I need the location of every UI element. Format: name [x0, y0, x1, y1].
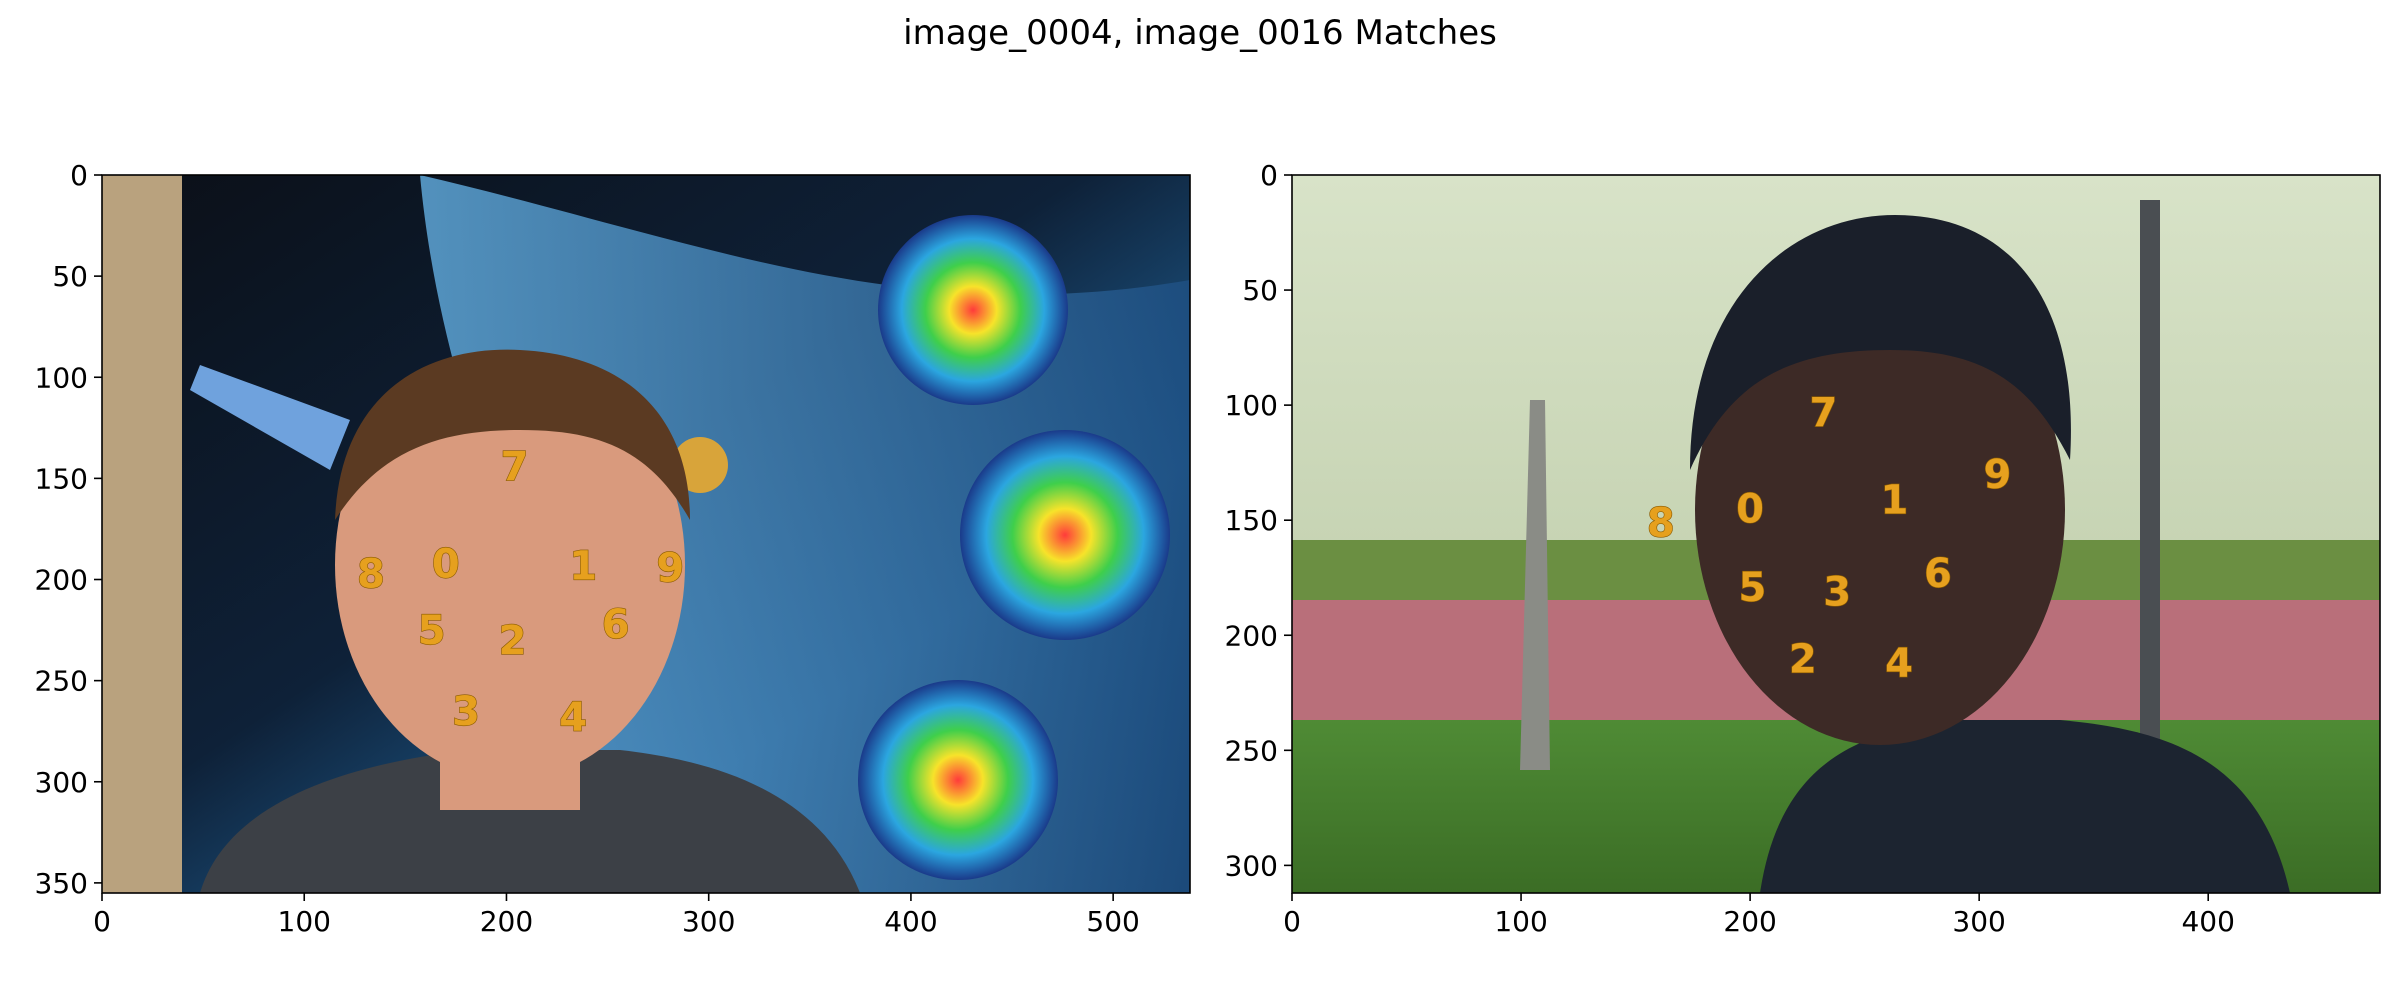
left-axes-frame	[101, 174, 1191, 894]
left-ytick-label: 150	[35, 462, 88, 495]
left-keypoint-3: 3	[452, 689, 480, 735]
left-xtick-label: 400	[884, 905, 937, 938]
right-keypoint-4: 4	[1885, 641, 1913, 687]
right-keypoint-5: 5	[1738, 565, 1766, 611]
right-keypoints: 0 1 234 5 6 7 8 9	[1646, 389, 2012, 687]
right-xtick-label: 300	[1952, 905, 2005, 938]
left-ytick-label: 350	[35, 867, 88, 900]
right-ytick-label: 150	[1225, 504, 1278, 537]
right-xtick-label: 200	[1723, 905, 1776, 938]
right-keypoint-2: 2	[1789, 636, 1817, 682]
left-keypoint-2: 2	[499, 618, 527, 664]
right-ytick-label: 300	[1225, 849, 1278, 882]
right-keypoint-1: 1	[1880, 477, 1908, 523]
left-keypoint-6: 6	[602, 602, 630, 648]
right-xtick-label: 100	[1494, 905, 1547, 938]
left-ytick-label: 300	[35, 766, 88, 799]
right-keypoint-7: 7	[1809, 390, 1837, 436]
left-xtick-label: 0	[93, 905, 111, 938]
left-keypoints: 0 123 4 5 6 7 8 9	[356, 444, 684, 742]
left-keypoint-7: 7	[501, 444, 529, 490]
right-keypoint-9: 9	[1984, 452, 2012, 498]
left-image	[102, 175, 1190, 893]
left-keypoint-0: 0	[432, 541, 460, 587]
right-ytick-label: 100	[1225, 389, 1278, 422]
right-ytick-label: 200	[1225, 619, 1278, 652]
left-ytick-label: 50	[52, 260, 88, 293]
left-keypoint-5: 5	[418, 608, 446, 654]
left-ytick-label: 250	[35, 665, 88, 698]
left-xtick-label: 200	[480, 905, 533, 938]
right-keypoint-3: 3	[1823, 570, 1851, 616]
figure-title: image_0004, image_0016 Matches	[903, 13, 1497, 53]
right-xtick-label: 0	[1283, 905, 1301, 938]
right-image	[1292, 175, 2380, 893]
right-xtick-label: 400	[2181, 905, 2234, 938]
left-keypoint-9: 9	[656, 545, 684, 591]
right-keypoint-6: 6	[1924, 551, 1952, 597]
left-keypoint-8: 8	[357, 551, 385, 597]
left-keypoint-1: 1	[569, 543, 597, 589]
right-ytick-label: 0	[1260, 159, 1278, 192]
left-ytick-label: 200	[35, 564, 88, 597]
left-ytick-label: 0	[70, 159, 88, 192]
right-axes-frame	[1291, 174, 2381, 894]
left-ytick-label: 100	[35, 361, 88, 394]
left-keypoint-4: 4	[559, 695, 587, 741]
left-xtick-label: 500	[1086, 905, 1139, 938]
right-ytick-label: 50	[1242, 274, 1278, 307]
right-keypoint-0: 0	[1736, 487, 1764, 533]
right-keypoint-8: 8	[1647, 500, 1675, 546]
left-xtick-label: 100	[278, 905, 331, 938]
right-ytick-label: 250	[1225, 734, 1278, 767]
left-xtick-label: 300	[682, 905, 735, 938]
